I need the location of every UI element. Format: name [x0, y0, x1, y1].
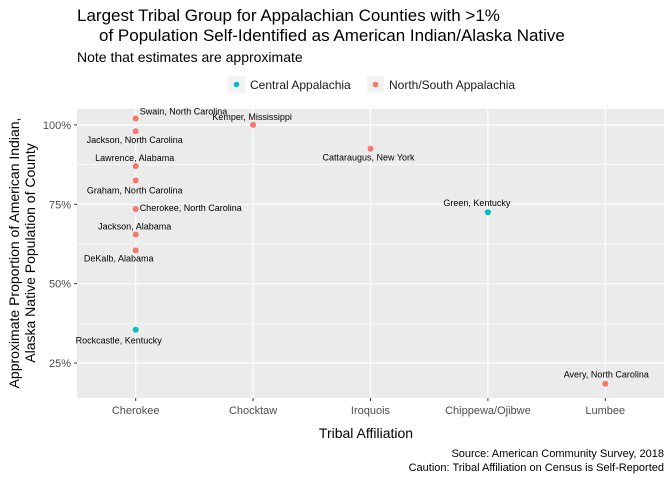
point-label: Lawrence, Alabama: [95, 153, 174, 163]
y-tick-label: 100%: [43, 120, 71, 132]
legend-key-dot: [233, 81, 240, 88]
data-point: [132, 231, 139, 238]
point-label: Kemper, Mississippi: [212, 112, 292, 122]
x-tick-label: Iroquois: [351, 405, 391, 417]
data-point: [132, 115, 139, 122]
data-point: [132, 163, 139, 170]
axis-ticks: 25% 50% 75% 100% Cherokee Chocktaw Iroquois Chi…: [43, 120, 625, 417]
point-label: DeKalb, Alabama: [84, 253, 154, 263]
data-point: [132, 177, 139, 184]
caption-source: Source: American Community Survey, 2018: [451, 448, 664, 460]
point-label: Jackson, Alabama: [98, 221, 171, 231]
chart-title-line1: Largest Tribal Group for Appalachian Cou…: [77, 6, 500, 25]
chart-title-line2: of Population Self-Identified as America…: [99, 26, 565, 45]
chart-subtitle: Note that estimates are approximate: [77, 49, 303, 65]
x-tick-label: Chocktaw: [229, 405, 277, 417]
point-label: Graham, North Carolina: [87, 185, 183, 195]
point-label: Rockcastle, Kentucky: [76, 336, 163, 346]
y-tick-label: 25%: [49, 358, 71, 370]
x-tick-label: Cherokee: [112, 405, 160, 417]
point-label: Jackson, North Carolina: [87, 135, 183, 145]
x-tick-label: Chippewa/Ojibwe: [445, 405, 531, 417]
grid: [77, 109, 664, 398]
y-tick-label: 75%: [49, 199, 71, 211]
y-tick-label: 50%: [49, 279, 71, 291]
point-label: Green, Kentucky: [443, 198, 511, 208]
point-label: Swain, North Carolina: [140, 107, 228, 117]
point-label: Cherokee, North Carolina: [140, 203, 242, 213]
data-points: Swain, North Carolina Jackson, North Caro…: [76, 107, 649, 387]
x-tick-label: Lumbee: [585, 405, 625, 417]
legend-key-dot: [372, 81, 379, 88]
data-point: [132, 206, 139, 213]
data-point: [484, 209, 491, 216]
data-point: [250, 121, 257, 128]
legend-item: North/South Appalachia: [367, 76, 515, 93]
legend-label: North/South Appalachia: [389, 78, 515, 92]
legend-item: Central Appalachia: [228, 76, 351, 93]
data-point: [132, 247, 139, 254]
data-point: [602, 380, 609, 387]
caption-caution: Caution: Tribal Affiliation on Census is…: [409, 462, 664, 474]
data-point: [132, 128, 139, 135]
y-axis-label-line2: Alaska Native Population of County: [22, 143, 38, 362]
legend-label: Central Appalachia: [250, 78, 351, 92]
point-label: Avery, North Carolina: [564, 370, 649, 380]
data-point: [132, 326, 139, 333]
legend: Central Appalachia North/South Appalachia: [228, 76, 515, 93]
data-point: [367, 145, 374, 152]
x-axis-label: Tribal Affiliation: [319, 425, 413, 441]
point-label: Cattaraugus, New York: [322, 153, 415, 163]
y-axis-label-line1: Approximate Proportion of American India…: [6, 118, 22, 389]
